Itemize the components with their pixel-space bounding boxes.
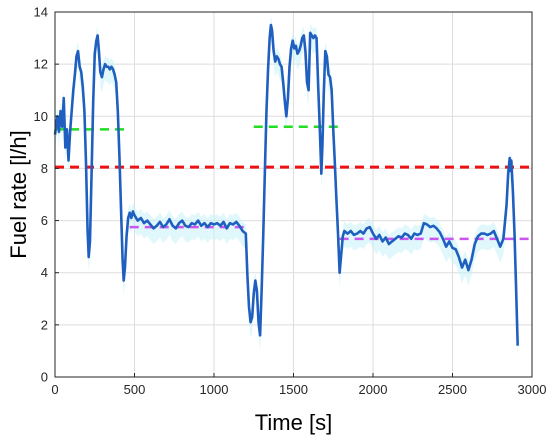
- y-tick-label: 10: [34, 109, 48, 124]
- y-tick-label: 14: [34, 5, 48, 20]
- x-axis-label: Time [s]: [255, 410, 332, 435]
- grid: [54, 11, 533, 378]
- fuel-rate-series: [53, 23, 519, 346]
- y-tick-label: 4: [41, 265, 48, 280]
- y-tick-label: 12: [34, 57, 48, 72]
- x-tick-label: 2500: [438, 382, 467, 397]
- x-ticks: 0 500 1000 1500 2000 2500 3000: [51, 373, 546, 397]
- x-tick-label: 500: [124, 382, 146, 397]
- x-tick-label: 3000: [518, 382, 547, 397]
- x-tick-label: 0: [51, 382, 58, 397]
- variation-band: [55, 15, 518, 362]
- y-tick-label: 0: [41, 370, 48, 385]
- y-tick-label: 8: [41, 161, 48, 176]
- variation-bands: [55, 15, 518, 362]
- fuel-rate-line: [53, 23, 519, 346]
- y-axis-label: Fuel rate [l/h]: [6, 130, 31, 258]
- x-tick-label: 1500: [279, 382, 308, 397]
- y-tick-label: 2: [41, 317, 48, 332]
- x-tick-label: 2000: [359, 382, 388, 397]
- y-tick-label: 6: [41, 213, 48, 228]
- y-ticks: 0 2 4 6 8 10 12 14: [34, 5, 59, 385]
- x-tick-label: 1000: [200, 382, 229, 397]
